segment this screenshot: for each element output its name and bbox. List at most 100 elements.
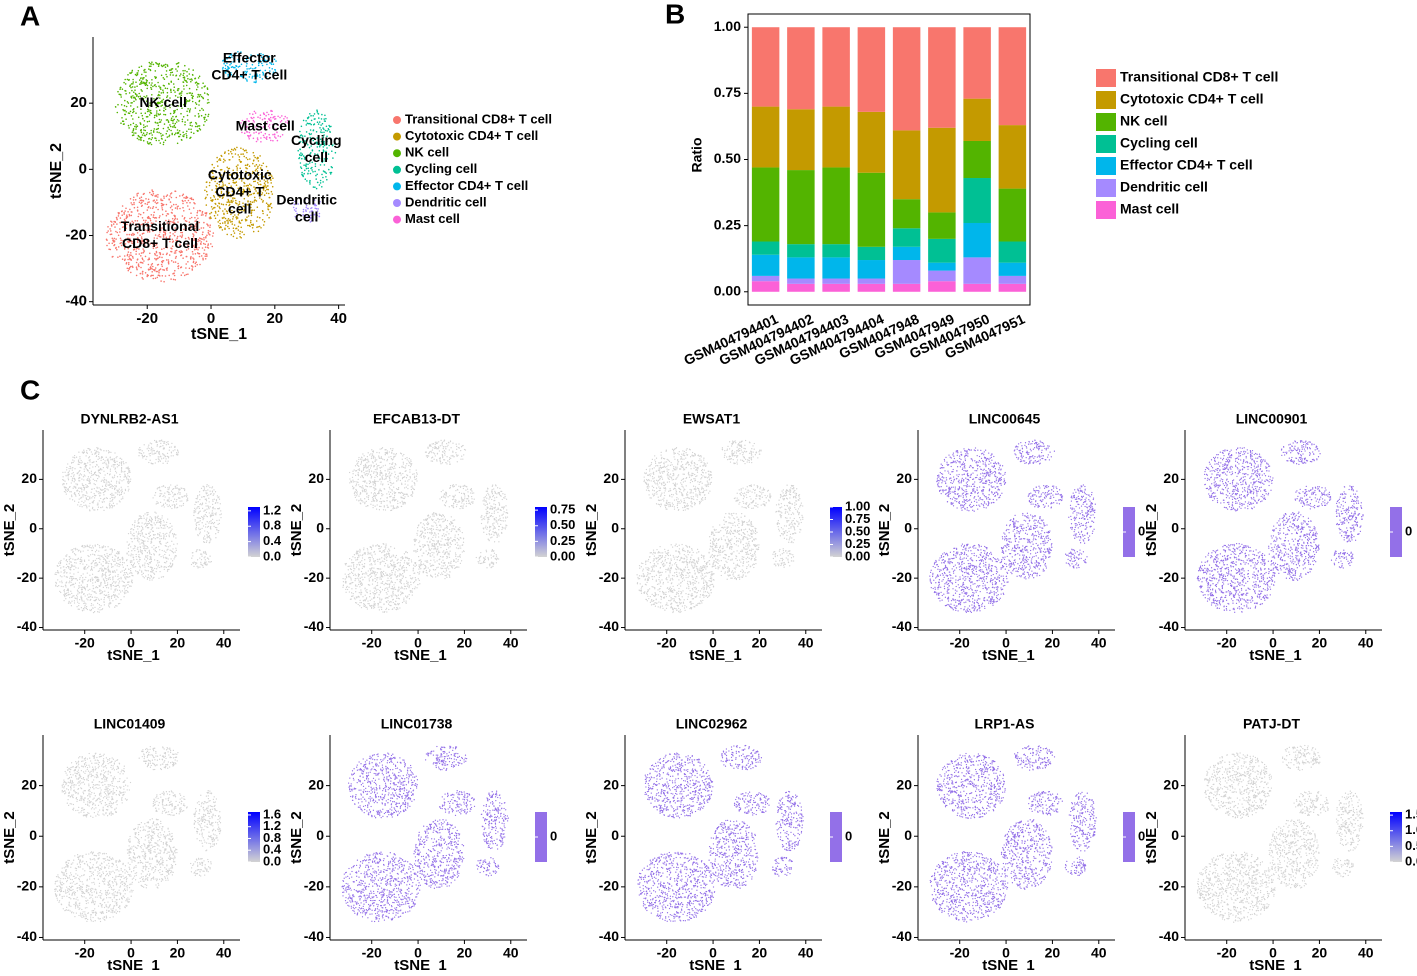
bar-segment (998, 188, 1027, 242)
bar-segment (822, 27, 850, 107)
y-tick-label: 0 (316, 827, 324, 843)
x-tick-label: 0 (1002, 945, 1010, 961)
y-tick-label: 0 (904, 519, 912, 535)
x-tick-label: 0 (207, 310, 215, 327)
panel-title: DYNLRB2-AS1 (80, 411, 178, 427)
cells (54, 439, 223, 614)
cells (929, 745, 1097, 923)
y-tick-label: -40 (892, 928, 912, 944)
x-tick-label: -20 (657, 635, 677, 651)
colorbar-tick-label: 1.5 (1405, 807, 1417, 822)
bar-segment (892, 130, 921, 200)
bar-segment (892, 199, 921, 229)
colorbar-tick-label: 0.5 (1405, 838, 1417, 853)
bar-segment (787, 278, 815, 284)
cells (929, 439, 1096, 614)
y-tick-label: 0 (611, 519, 619, 535)
colorbar-tick-label: 0.8 (263, 518, 281, 533)
x-tick-label: -20 (362, 635, 382, 651)
colorbar-tick-label: 0 (1138, 523, 1145, 538)
bar-segment (822, 283, 850, 292)
legend-swatch (393, 165, 401, 174)
x-tick-label: 40 (216, 635, 232, 651)
cluster-label-line: Effector (223, 49, 276, 65)
cluster-label-line: cell (305, 149, 328, 165)
y-tick-label: 0 (79, 160, 87, 177)
y-axis-label: tSNE_2 (876, 811, 893, 864)
legend-label: Transitional CD8+ T cell (405, 111, 552, 126)
colorbar-tick-label: 1.6 (263, 806, 281, 821)
y-tick-label: -20 (892, 878, 912, 894)
bar-segment (857, 283, 886, 292)
panel-label: C (20, 374, 40, 405)
cell-cluster (239, 109, 290, 143)
panel-title: LINC02962 (676, 716, 748, 732)
cell-cluster (297, 109, 337, 190)
x-axis-label: tSNE_1 (394, 957, 447, 971)
x-tick-label: 40 (216, 945, 232, 961)
y-axis-label: tSNE_2 (1, 811, 18, 864)
colorbar-tick-label: 0.00 (550, 548, 575, 563)
legend-swatch (1096, 69, 1116, 87)
colorbar-tick-label: 1.2 (263, 502, 281, 517)
bar-segment (857, 246, 886, 261)
x-axis-label: tSNE_1 (107, 957, 160, 971)
bar-segment (822, 106, 850, 168)
x-tick-label: -20 (136, 310, 158, 327)
colorbar-tick-label: 0.75 (550, 502, 575, 517)
colorbar (535, 507, 547, 557)
y-tick-label: 20 (1163, 776, 1179, 792)
x-tick-label: 40 (330, 310, 347, 327)
cluster-label-line: Cycling (291, 132, 342, 148)
cluster-label-line: NK cell (139, 94, 186, 110)
y-tick-label: 0.00 (714, 282, 741, 298)
x-tick-label: 20 (1312, 635, 1328, 651)
cluster-label: Cycling cell (291, 132, 342, 165)
x-tick-label: -20 (950, 945, 970, 961)
cells (637, 744, 804, 922)
y-tick-label: 20 (70, 94, 87, 111)
bar-segment (751, 281, 780, 292)
x-tick-label: 20 (170, 635, 186, 651)
x-tick-label: 40 (503, 945, 519, 961)
x-tick-label: -20 (657, 945, 677, 961)
y-tick-label: -20 (892, 569, 912, 585)
colorbar-tick-label: 0.00 (845, 548, 870, 563)
bar-segment (787, 109, 815, 171)
colorbar (1123, 507, 1135, 557)
colorbar-tick-label: 0.0 (1405, 853, 1417, 868)
y-tick-label: 20 (603, 470, 619, 486)
y-tick-label: -20 (1159, 569, 1179, 585)
bar-segment (892, 260, 921, 284)
y-tick-label: 20 (308, 776, 324, 792)
y-axis-label: tSNE_2 (1143, 504, 1160, 557)
y-tick-label: -40 (304, 928, 324, 944)
bar-segment (751, 275, 780, 282)
y-tick-label: 20 (896, 470, 912, 486)
x-tick-label: 0 (709, 635, 717, 651)
y-tick-label: -40 (599, 928, 619, 944)
colorbar (248, 507, 260, 557)
x-tick-label: 0 (709, 945, 717, 961)
bar-segment (857, 111, 886, 173)
cluster-label-line: cell (295, 208, 318, 224)
x-tick-label: 20 (1312, 945, 1328, 961)
bar-segment (998, 275, 1027, 284)
bar-segment (963, 27, 991, 99)
cluster-label-line: cell (228, 200, 251, 216)
cluster-label-line: Transitional (121, 218, 200, 234)
y-tick-label: 20 (896, 776, 912, 792)
bar-segment (963, 140, 991, 179)
y-tick-label: 20 (1163, 470, 1179, 486)
legend-swatch (1096, 113, 1116, 131)
legend-label: NK cell (405, 145, 449, 160)
bar-segment (751, 254, 780, 276)
y-tick-label: 0.50 (714, 150, 741, 166)
x-tick-label: 20 (752, 635, 768, 651)
y-tick-label: 0 (611, 827, 619, 843)
bar-segment (822, 167, 850, 245)
y-axis-label: tSNE_2 (288, 811, 305, 864)
bar-segment (963, 222, 991, 258)
bar-segment (787, 283, 815, 292)
x-tick-label: 40 (1358, 945, 1374, 961)
